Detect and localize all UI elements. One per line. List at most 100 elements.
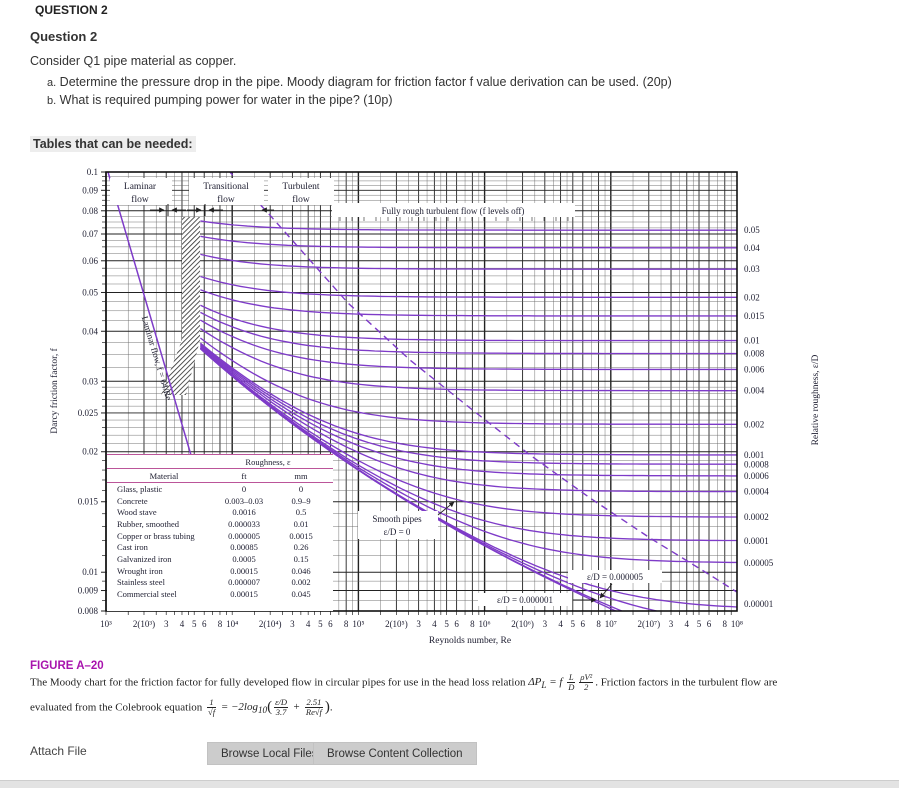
roughness-value-label: 0.00001 [744,599,773,609]
plot-border [105,171,738,612]
question-intro: Consider Q1 pipe material as copper. [30,54,237,68]
ft-cell: 0.0016 [232,507,256,518]
roughness-curve [199,344,737,477]
smooth-pipes-label2: ε/D = 0 [384,527,411,537]
x-tick-label: 2(10⁴) [259,619,282,629]
browse-local-files-button[interactable]: Browse Local Files [207,742,332,765]
x-tick-label: 5 [697,619,702,629]
ft-cell: 0.000007 [228,577,260,588]
roughness-value-label: 0.04 [744,243,760,253]
x-tick-label: 3 [290,619,295,629]
x-tick-label: 6 [202,619,207,629]
x-tick-label: 8 [470,619,475,629]
table-row: Wrought iron 0.00015 0.046 [107,565,333,577]
col-mm: mm [294,470,308,481]
roughness-value-label: 0.0008 [744,459,769,469]
roughness-curve [200,220,737,231]
x-tick-label: 2(10³) [133,619,155,629]
mm-cell: 0.9–9 [291,495,311,506]
y-tick-label: 0.1 [87,167,98,177]
table-row: Glass, plastic 0 0 [107,483,333,495]
table-rule-bottom [107,482,333,483]
caption2-text-post: . [329,701,333,714]
x-tick-label: 10³ [100,619,112,629]
x-tick-label: 8 [596,619,601,629]
roughness-value-label: 0.0002 [744,512,769,522]
item-b-marker: b. [47,95,57,107]
laminar-line [107,172,194,463]
x-tick-label: 3 [416,619,421,629]
y-tick-label: 0.02 [82,447,98,457]
figure-label: FIGURE A–20 [30,660,104,672]
material-cell: Wood stave [117,507,157,518]
material-cell: Stainless steel [117,577,165,588]
roughness-value-label: 0.006 [744,364,765,374]
material-cell: Commercial steel [117,589,177,600]
material-cell: Cast iron [117,542,148,553]
roughness-value-label: 0.0004 [744,487,769,497]
question-item-a: a. Determine the pressure drop in the pi… [47,74,672,92]
x-tick-label: 4 [685,619,690,629]
roughness-value-label: 0.00005 [744,558,774,568]
roughness-curve [199,345,737,493]
roughness-value-label: 0.008 [744,348,765,358]
x-tick-label: 6 [581,619,586,629]
table-row: Stainless steel 0.000007 0.002 [107,577,333,589]
flow-region-label: flow [131,194,149,205]
y-axis-right-title: Relative roughness, ε/D [811,354,821,445]
y-tick-label: 0.09 [82,185,98,195]
roughness-value-label: 0.03 [744,264,760,274]
ft-cell: 0.00085 [230,542,258,553]
annotation-1e-6: ε/D = 0.000001 [497,595,553,605]
roughness-curve [200,275,737,298]
fully-rough-boundary [228,172,737,593]
y-tick-label: 0.07 [82,229,98,239]
figure-caption-line1: The Moody chart for the friction factor … [30,672,886,693]
mm-cell: 0.0015 [289,530,313,541]
flow-region-label: Transitional [203,182,249,192]
x-tick-label: 2(10⁶) [511,619,534,629]
x-tick-label: 8 [723,619,728,629]
x-tick-label: 6 [707,619,712,629]
x-tick-label: 6 [328,619,333,629]
roughness-value-label: 0.001 [744,450,764,460]
question-item-b: b. What is required pumping power for wa… [47,92,672,110]
mm-cell: 0 [298,483,304,494]
x-tick-label: 4 [306,619,311,629]
material-cell: Glass, plastic [117,483,163,494]
roughness-value-label: 0.01 [744,336,760,346]
roughness-value-label: 0.0006 [744,471,769,481]
question-items: a. Determine the pressure drop in the pi… [47,74,672,110]
caption-text-post: . Friction factors in the turbulent flow… [595,676,778,689]
roughness-curve [200,304,737,342]
x-tick-label: 4 [432,619,437,629]
y-tick-label: 0.08 [82,206,98,216]
ft-cell: 0.003–0.03 [224,495,264,506]
figure-caption-line2: evaluated from the Colebrook equation 1 √… [30,697,886,718]
mm-cell: 0.15 [293,553,309,564]
y-tick-label: 0.06 [82,256,98,266]
annotation-5e-6: ε/D = 0.000005 [587,572,644,582]
laminar-formula-label: Laminar flow, f = 64/Re [140,315,174,401]
moody-chart: Laminar flow Transitional flow Turbulent flow… [40,163,840,653]
x-tick-label: 3 [164,619,169,629]
fully-rough-label: Fully rough turbulent flow (f levels off… [382,206,525,216]
x-tick-label: 4 [180,619,185,629]
ft-cell: 0.000005 [228,530,260,541]
material-cell: Rubber, smoothed [117,518,179,529]
curve-group [107,172,737,611]
x-tick-label: 4 [558,619,563,629]
roughness-curve [199,343,737,465]
colebrook-formula: 1 √f = −2log10(ε/D 3.7 + 2.51 Re√f) [207,697,330,718]
x-tick-label: 10⁴ [226,619,238,629]
x-tick-label: 8 [218,619,223,629]
roughness-curve [199,342,737,456]
flow-region-label: Laminar [124,182,157,192]
roughness-curve [200,328,737,392]
ft-cell: 0.00015 [230,565,258,576]
x-tick-label: 5 [571,619,576,629]
y-tick-label: 0.05 [82,287,98,297]
x-tick-label: 2(10⁷) [637,619,660,629]
browse-content-collection-button[interactable]: Browse Content Collection [313,742,477,765]
